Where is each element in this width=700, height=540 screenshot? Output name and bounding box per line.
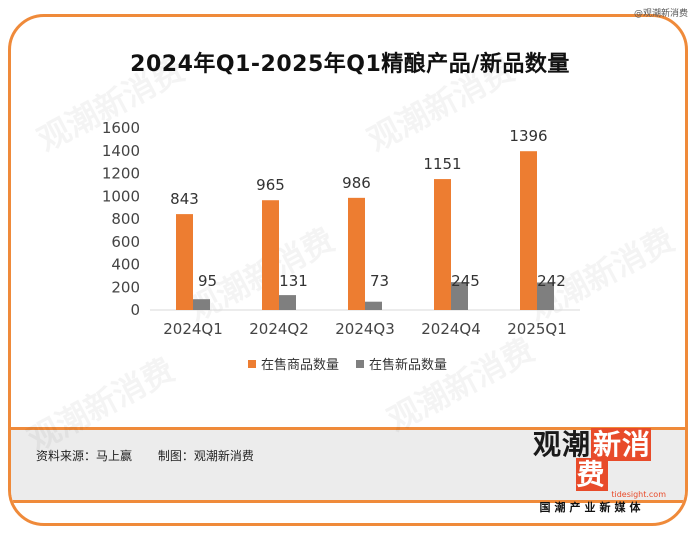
bar-new-products bbox=[537, 282, 554, 310]
bar-new-products bbox=[365, 301, 382, 310]
logo-wordmark: 观潮新消费 bbox=[518, 428, 666, 491]
made-by-text: 制图：观潮新消费 bbox=[157, 449, 254, 463]
logo-tagline: 国潮产业新媒体 bbox=[539, 501, 645, 514]
x-tick-label: 2025Q1 bbox=[507, 320, 567, 338]
data-label: 242 bbox=[537, 272, 566, 290]
y-axis: 0 200 400 600 800 1000 1200 1400 1600 bbox=[102, 119, 140, 319]
y-tick-label: 1000 bbox=[102, 187, 140, 205]
data-label: 843 bbox=[170, 190, 199, 208]
y-tick-label: 200 bbox=[111, 278, 140, 296]
y-tick-label: 800 bbox=[111, 210, 140, 228]
corner-watermark-text: @观潮新消费 bbox=[633, 9, 688, 19]
bars: 843 95 965 131 986 73 1151 245 1396 242 bbox=[170, 127, 566, 310]
legend-label: 在售新品数量 bbox=[369, 357, 447, 373]
source-note: 资料来源：马上赢 制图：观潮新消费 bbox=[36, 447, 254, 464]
y-tick-label: 1600 bbox=[102, 119, 140, 137]
bar-products bbox=[520, 151, 537, 310]
data-label: 95 bbox=[198, 272, 217, 290]
y-tick-label: 1200 bbox=[102, 165, 140, 183]
y-tick-label: 0 bbox=[130, 301, 140, 319]
x-axis: 2024Q1 2024Q2 2024Q3 2024Q4 2025Q1 bbox=[163, 320, 567, 338]
data-label: 245 bbox=[451, 272, 480, 290]
bar-new-products bbox=[279, 295, 296, 310]
bar-new-products bbox=[451, 282, 468, 310]
data-label: 131 bbox=[279, 272, 308, 290]
data-label: 73 bbox=[370, 272, 389, 290]
x-tick-label: 2024Q2 bbox=[249, 320, 309, 338]
x-tick-label: 2024Q3 bbox=[335, 320, 395, 338]
x-tick-label: 2024Q1 bbox=[163, 320, 223, 338]
bar-products bbox=[262, 200, 279, 310]
y-tick-label: 600 bbox=[111, 233, 140, 251]
brand-logo: 观潮新消费 tidesight.com 国潮产业新媒体 bbox=[518, 428, 666, 516]
logo-wordmark-a: 观潮 bbox=[532, 428, 591, 461]
data-label: 1396 bbox=[509, 127, 547, 145]
bar-products bbox=[348, 197, 365, 310]
logo-url: tidesight.com bbox=[611, 490, 666, 499]
legend-swatch bbox=[356, 360, 364, 368]
chart-card bbox=[8, 14, 688, 526]
data-label: 986 bbox=[342, 174, 371, 192]
y-tick-label: 400 bbox=[111, 256, 140, 274]
bar-products bbox=[176, 214, 193, 310]
data-label: 1151 bbox=[423, 155, 461, 173]
y-tick-label: 1400 bbox=[102, 142, 140, 160]
data-label: 965 bbox=[256, 176, 285, 194]
legend-label: 在售商品数量 bbox=[261, 357, 339, 373]
legend-swatch bbox=[248, 360, 256, 368]
legend: 在售商品数量 在售新品数量 bbox=[248, 357, 447, 373]
x-tick-label: 2024Q4 bbox=[421, 320, 481, 338]
bar-products bbox=[434, 179, 451, 310]
footer-band bbox=[11, 427, 685, 503]
data-source-text: 资料来源：马上赢 bbox=[36, 449, 133, 463]
chart-title: 2024年Q1-2025年Q1精酿产品/新品数量 bbox=[130, 52, 570, 77]
bar-new-products bbox=[193, 299, 210, 310]
